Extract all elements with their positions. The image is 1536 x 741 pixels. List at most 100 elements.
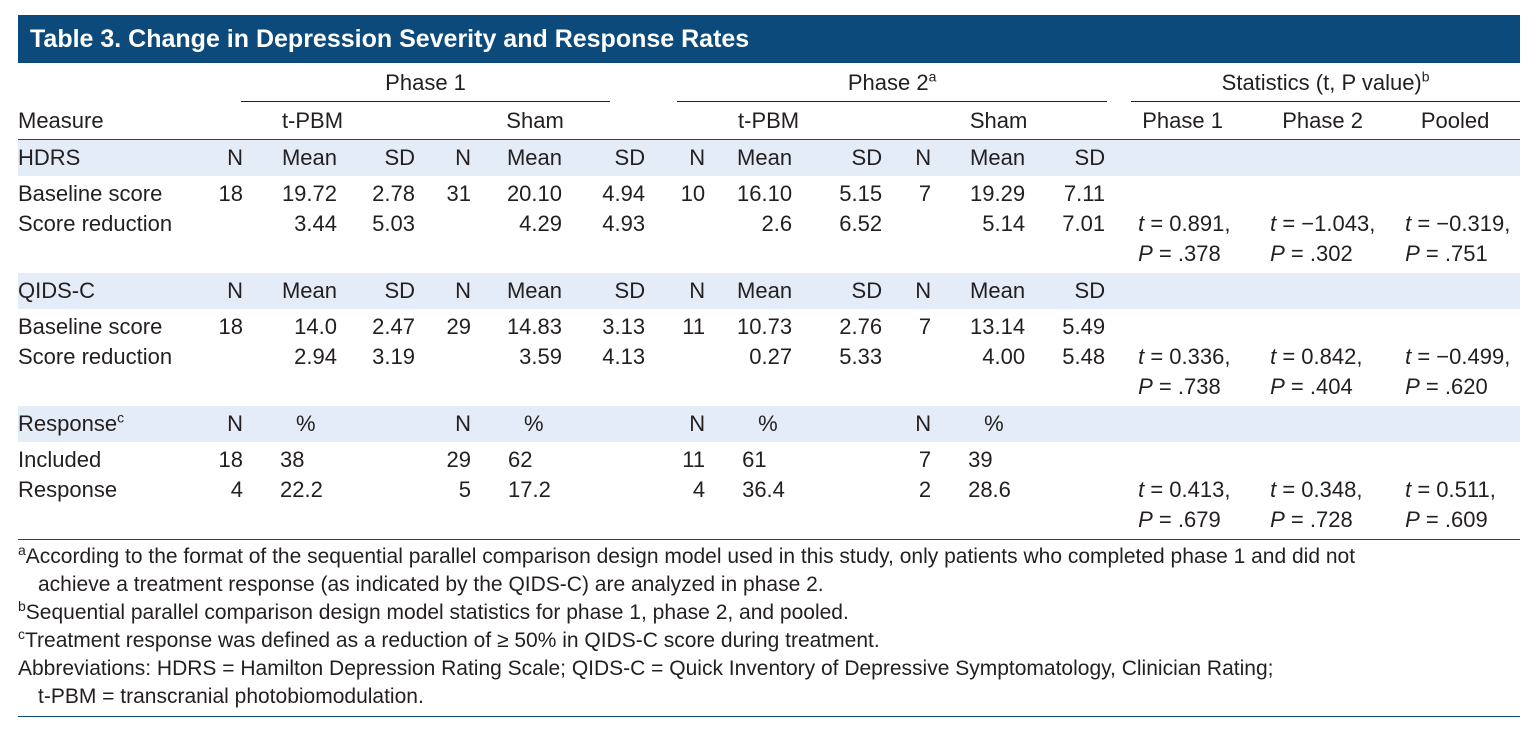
- stat-line: P = .728: [1270, 507, 1353, 532]
- cell: 62: [508, 447, 533, 472]
- subhead: N: [650, 139, 711, 176]
- footnote-text: According to the format of the sequentia…: [25, 545, 1356, 568]
- footnote-mark: b: [18, 598, 26, 614]
- cell: [1255, 139, 1391, 176]
- stat-line: P = .751: [1405, 241, 1488, 266]
- cell: [1110, 406, 1256, 442]
- cell: [1390, 406, 1521, 442]
- footnote-line: aAccording to the format of the sequenti…: [18, 543, 1520, 571]
- subhead: %: [248, 406, 342, 442]
- group-heading: Phase 1: [241, 65, 611, 102]
- cell: [650, 209, 710, 273]
- cell: 19.29: [970, 181, 1026, 206]
- cell: 10: [680, 181, 706, 206]
- cell: 5.48: [1062, 344, 1106, 369]
- cell: [205, 209, 248, 273]
- data-row: Score reduction 2.94 3.19 3.59 4.13 0.27 5.33 4…: [18, 342, 1520, 406]
- cell: 4: [205, 475, 248, 540]
- footnote-mark: b: [1421, 68, 1430, 85]
- row-label: Response: [18, 475, 205, 540]
- cell: 2.76: [839, 314, 883, 339]
- cell: 2.6: [761, 211, 793, 236]
- cell: [887, 209, 936, 273]
- subhead: N: [420, 406, 476, 442]
- stat-cell: [1390, 309, 1520, 342]
- cell: 3.44: [294, 211, 337, 236]
- header-row: Phase 1 Phase 2a Statistics (t, P value)b: [18, 63, 1521, 102]
- group-heading: Phase 2a: [677, 65, 1108, 102]
- subhead: N: [420, 139, 476, 176]
- section-name: QIDS-C: [18, 278, 95, 303]
- cell: 31: [446, 181, 471, 206]
- cell: 4.93: [602, 211, 646, 236]
- cell: [420, 209, 476, 273]
- cell: 7: [918, 181, 932, 206]
- footnote-text: achieve a treatment response (as indicat…: [38, 573, 824, 596]
- cell: 2: [887, 475, 937, 540]
- cell: 2.47: [372, 314, 415, 339]
- subhead: SD: [567, 139, 651, 176]
- footnote-line: bSequential parallel comparison design m…: [18, 599, 1520, 627]
- footnote-text: Sequential parallel comparison design mo…: [25, 601, 849, 624]
- column-head: t-PBM: [205, 102, 420, 140]
- section-label: QIDS-C: [18, 273, 205, 309]
- section-name: Response: [18, 411, 118, 436]
- cell: 5.49: [1062, 314, 1106, 339]
- stat-cell: [1110, 442, 1255, 475]
- subhead: N: [887, 273, 937, 309]
- table-title: Table 3. Change in Depression Severity a…: [18, 15, 1520, 63]
- row-label: Score reduction: [18, 344, 173, 369]
- stat-line: t = 0.336,: [1138, 344, 1231, 369]
- column-head: Phase 1: [1110, 102, 1256, 140]
- row-label: Baseline score: [18, 181, 163, 206]
- cell: 18: [218, 314, 243, 339]
- cell: 3.59: [519, 344, 562, 369]
- cell: [567, 442, 650, 475]
- stat-cell: t = 0.348, P = .728: [1255, 475, 1391, 540]
- cell: [1255, 273, 1391, 309]
- cell: [1390, 139, 1521, 176]
- stat-cell: t = 0.511, P = .609: [1390, 475, 1521, 540]
- cell: 14.0: [294, 314, 337, 339]
- column-head: Sham: [420, 102, 651, 140]
- subhead: SD: [1030, 139, 1111, 176]
- cell: 29: [446, 314, 471, 339]
- cell: [650, 342, 710, 406]
- subhead: SD: [1030, 273, 1111, 309]
- abbreviations: Abbreviations: HDRS = Hamilton Depressio…: [18, 657, 1274, 680]
- cell: [1110, 139, 1256, 176]
- cell: 7.01: [1062, 211, 1106, 236]
- subhead: [797, 406, 888, 442]
- cell: [1255, 406, 1391, 442]
- subhead: Mean: [936, 139, 1031, 176]
- stat-line: P = .302: [1270, 241, 1353, 266]
- cell: 11: [682, 314, 706, 339]
- subhead: N: [205, 273, 248, 309]
- cell: 5.03: [372, 211, 415, 236]
- cell: 39: [968, 447, 993, 472]
- cell: 36.4: [710, 475, 798, 540]
- footnote-mark: a: [928, 68, 937, 85]
- subhead: [567, 406, 651, 442]
- footnote-mark: a: [18, 542, 26, 558]
- cell: 18: [218, 181, 243, 206]
- stat-line: P = .404: [1270, 374, 1353, 399]
- subhead: N: [650, 273, 711, 309]
- cell: 4.00: [982, 344, 1026, 369]
- subhead: SD: [342, 273, 420, 309]
- stat-cell: t = 0.891, P = .378: [1110, 209, 1255, 273]
- cell: 17.2: [476, 475, 567, 540]
- cell: [1030, 442, 1110, 475]
- cell: 2.78: [372, 181, 415, 206]
- group-label: Statistics (t, P value): [1221, 70, 1422, 95]
- cell: 4.13: [602, 344, 646, 369]
- group-label: Phase 2: [847, 70, 929, 95]
- cell: [18, 63, 205, 102]
- cell: 28.6: [936, 475, 1031, 540]
- data-row: Baseline score 18 14.0 2.47 29 14.83 3.13 11 10.…: [18, 309, 1520, 342]
- subhead: N: [420, 273, 476, 309]
- column-head: Sham: [887, 102, 1111, 140]
- cell: [567, 475, 651, 540]
- footnote-line: achieve a treatment response (as indicat…: [18, 571, 1520, 599]
